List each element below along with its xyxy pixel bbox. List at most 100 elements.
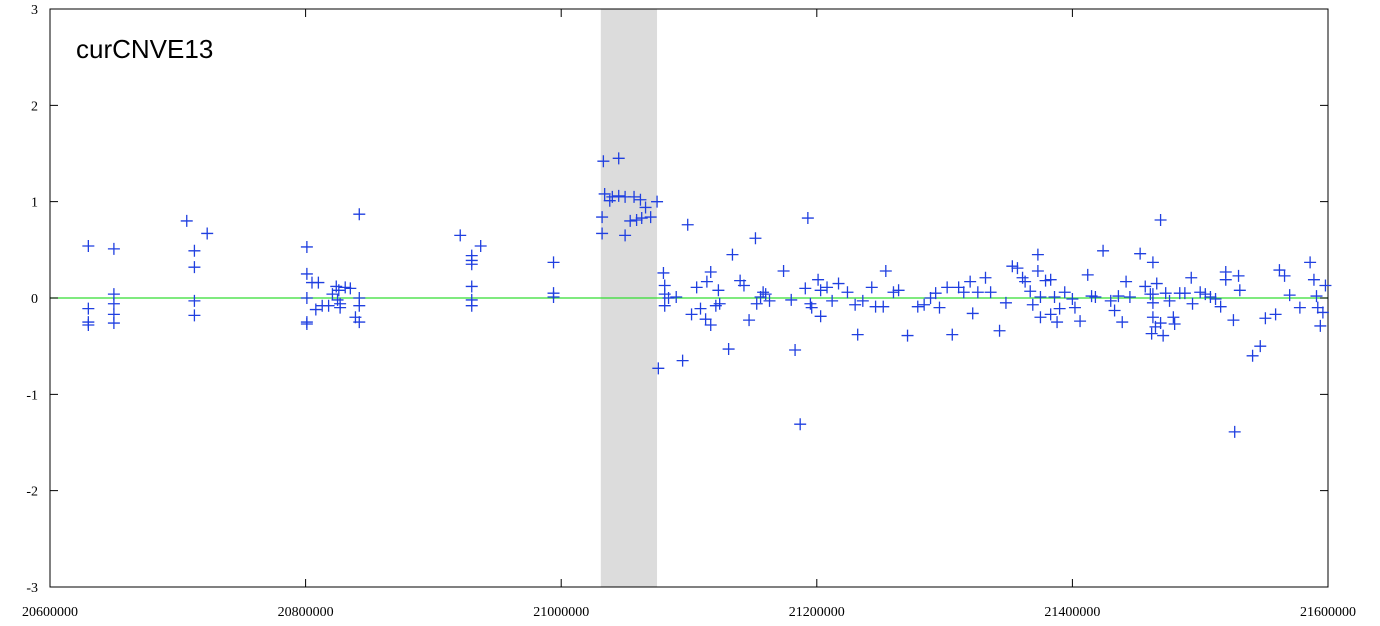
point <box>892 284 905 297</box>
point <box>1167 311 1180 324</box>
point <box>993 324 1006 337</box>
point <box>1293 301 1306 314</box>
point <box>465 299 478 312</box>
point <box>596 211 609 224</box>
point <box>612 152 625 165</box>
point <box>606 190 619 203</box>
point <box>933 301 946 314</box>
point <box>946 328 959 341</box>
y-tick-label: 1 <box>31 196 38 211</box>
y-tick-label: -1 <box>26 388 38 403</box>
point <box>952 281 965 294</box>
x-tick-label: 20800000 <box>278 605 334 620</box>
point <box>1048 291 1061 304</box>
point <box>1273 264 1286 277</box>
point <box>1089 291 1102 304</box>
point <box>759 288 772 301</box>
point <box>777 265 790 278</box>
point <box>984 286 997 299</box>
point <box>1227 314 1240 327</box>
point <box>1319 279 1332 292</box>
point <box>685 308 698 321</box>
point <box>929 287 942 300</box>
point <box>757 286 770 299</box>
point <box>201 227 214 240</box>
point <box>676 354 689 367</box>
x-tick-label: 21200000 <box>789 605 845 620</box>
point <box>901 329 914 342</box>
point <box>1026 298 1039 311</box>
point <box>1185 271 1198 284</box>
point <box>887 286 900 299</box>
point <box>694 302 707 315</box>
y-tick-label: 2 <box>31 99 38 114</box>
point <box>971 286 984 299</box>
point <box>331 293 344 306</box>
point <box>841 286 854 299</box>
point <box>924 292 937 304</box>
point <box>635 212 648 225</box>
point <box>322 299 335 312</box>
point <box>624 214 637 227</box>
point <box>1159 287 1172 300</box>
point <box>704 265 717 278</box>
point <box>1006 260 1019 273</box>
point <box>332 284 345 297</box>
point <box>999 296 1012 309</box>
point <box>670 291 683 304</box>
point <box>628 190 641 203</box>
point <box>966 307 979 320</box>
point <box>1123 291 1136 304</box>
point <box>353 208 366 221</box>
point <box>1314 319 1327 332</box>
point <box>309 303 322 316</box>
point <box>326 288 339 301</box>
point <box>964 275 977 288</box>
point <box>1178 287 1191 300</box>
point <box>474 239 487 252</box>
point <box>657 266 670 279</box>
point <box>1232 269 1245 282</box>
point <box>1146 311 1159 324</box>
point <box>1066 292 1079 305</box>
point <box>1011 262 1024 275</box>
y-tick-label: -3 <box>26 581 38 596</box>
x-tick-label: 21400000 <box>1044 605 1100 620</box>
point <box>789 344 802 357</box>
point <box>801 212 814 225</box>
point <box>814 310 827 323</box>
point <box>1108 304 1121 317</box>
point <box>1116 316 1129 329</box>
point <box>785 293 798 306</box>
point <box>300 267 313 280</box>
point <box>598 187 611 200</box>
point <box>979 271 992 284</box>
point <box>713 297 726 310</box>
point <box>353 316 366 329</box>
point <box>1307 273 1320 286</box>
point <box>832 277 845 290</box>
point <box>1024 285 1037 298</box>
point <box>82 302 95 315</box>
point <box>465 258 478 271</box>
point <box>1246 349 1259 362</box>
point <box>1034 291 1047 304</box>
point <box>1031 248 1044 261</box>
point <box>849 298 862 311</box>
point <box>1209 292 1222 305</box>
point <box>82 318 95 331</box>
point <box>1146 296 1159 309</box>
point <box>1134 247 1147 260</box>
point <box>339 281 352 294</box>
point <box>743 314 756 327</box>
point <box>1154 213 1167 226</box>
point <box>1068 301 1081 314</box>
point <box>700 275 713 288</box>
point <box>188 261 201 274</box>
point <box>353 299 366 312</box>
point <box>1199 288 1212 301</box>
point <box>1304 256 1317 269</box>
point <box>107 317 120 330</box>
point <box>1269 308 1282 321</box>
